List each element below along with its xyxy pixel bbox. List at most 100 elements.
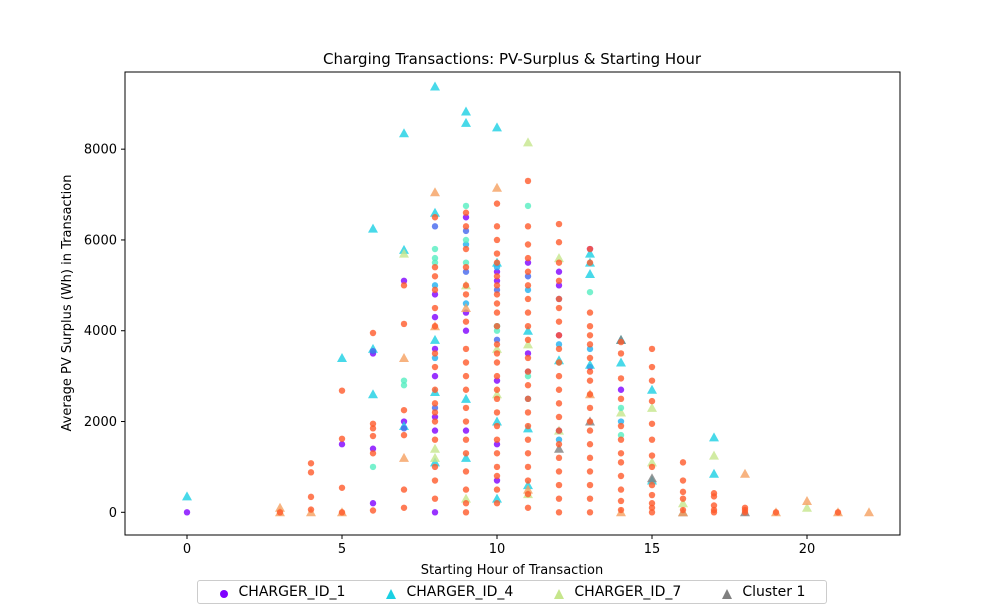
data-point bbox=[555, 277, 563, 285]
data-point bbox=[555, 436, 563, 443]
data-point bbox=[462, 372, 470, 380]
data-point bbox=[276, 509, 284, 516]
data-point bbox=[400, 431, 408, 439]
data-point bbox=[555, 332, 563, 339]
data-point bbox=[430, 452, 440, 462]
y-tick-label: 8000 bbox=[84, 143, 117, 158]
y-tick-label: 4000 bbox=[84, 324, 117, 339]
data-point bbox=[431, 400, 439, 407]
legend-label: Cluster 1 bbox=[742, 584, 806, 600]
data-point bbox=[462, 202, 470, 210]
data-point bbox=[430, 443, 440, 453]
data-point bbox=[431, 259, 439, 266]
data-point bbox=[617, 506, 625, 514]
data-point bbox=[524, 295, 532, 303]
data-point bbox=[555, 495, 563, 502]
data-point bbox=[462, 509, 470, 516]
x-tick-label: 10 bbox=[489, 542, 506, 557]
data-point bbox=[555, 239, 563, 246]
data-point bbox=[555, 481, 563, 489]
data-point bbox=[741, 509, 749, 516]
data-point bbox=[710, 493, 718, 500]
data-point bbox=[555, 468, 563, 475]
data-point bbox=[586, 259, 594, 266]
data-point bbox=[431, 363, 439, 371]
data-point bbox=[679, 506, 687, 514]
data-point bbox=[648, 463, 656, 471]
data-point bbox=[524, 354, 532, 362]
data-point bbox=[648, 509, 656, 516]
data-point bbox=[369, 450, 377, 457]
data-point bbox=[461, 393, 471, 403]
data-point bbox=[524, 463, 532, 471]
data-point bbox=[399, 352, 409, 362]
data-point bbox=[430, 207, 440, 217]
data-point bbox=[369, 463, 377, 471]
data-point bbox=[307, 460, 315, 467]
data-point bbox=[678, 498, 688, 508]
data-point bbox=[555, 318, 563, 325]
data-point bbox=[431, 214, 439, 221]
data-point bbox=[524, 382, 532, 389]
data-point bbox=[493, 336, 501, 344]
data-point bbox=[492, 343, 502, 353]
data-point bbox=[648, 420, 656, 427]
data-point bbox=[369, 420, 377, 427]
data-point bbox=[617, 395, 625, 403]
x-tick-label: 5 bbox=[338, 542, 346, 557]
data-point bbox=[555, 359, 563, 366]
data-point bbox=[617, 486, 625, 493]
data-point bbox=[461, 106, 471, 116]
data-point bbox=[431, 350, 439, 357]
data-point bbox=[369, 347, 377, 355]
data-point bbox=[555, 454, 563, 462]
data-point bbox=[430, 187, 440, 197]
data-point bbox=[647, 402, 657, 412]
data-point bbox=[617, 404, 625, 412]
data-point bbox=[586, 309, 594, 316]
data-point bbox=[679, 459, 687, 466]
data-point bbox=[586, 454, 594, 462]
data-point bbox=[493, 291, 501, 298]
data-point bbox=[617, 418, 625, 425]
data-point bbox=[369, 425, 377, 432]
data-point bbox=[400, 282, 408, 289]
data-point bbox=[586, 495, 594, 502]
data-point bbox=[617, 450, 625, 457]
data-point bbox=[586, 468, 594, 475]
data-point bbox=[431, 282, 439, 289]
data-point bbox=[462, 282, 470, 289]
data-point bbox=[524, 350, 532, 357]
data-point bbox=[586, 332, 594, 339]
data-point bbox=[369, 445, 377, 452]
data-point bbox=[523, 480, 533, 490]
x-tick-label: 15 bbox=[644, 542, 661, 557]
data-point bbox=[493, 377, 501, 384]
data-point bbox=[679, 495, 687, 502]
data-point bbox=[524, 241, 532, 248]
data-point bbox=[493, 322, 501, 330]
data-point bbox=[462, 263, 470, 271]
data-point bbox=[617, 338, 625, 346]
data-point bbox=[647, 473, 657, 483]
data-point bbox=[524, 286, 532, 294]
data-point bbox=[431, 409, 439, 416]
data-point bbox=[492, 182, 502, 192]
legend: CHARGER_ID_1 CHARGER_ID_4 CHARGER_ID_7 C… bbox=[197, 580, 827, 604]
data-point bbox=[307, 506, 315, 513]
data-point bbox=[431, 291, 439, 298]
data-point bbox=[431, 263, 439, 271]
data-point bbox=[430, 334, 440, 344]
data-point bbox=[337, 352, 347, 362]
data-point bbox=[462, 227, 470, 235]
data-point bbox=[493, 486, 501, 493]
legend-marker-triangle bbox=[722, 587, 733, 599]
data-point bbox=[462, 468, 470, 475]
data-point bbox=[431, 372, 439, 380]
data-point bbox=[462, 209, 470, 216]
data-point bbox=[617, 431, 625, 439]
data-point bbox=[555, 413, 563, 421]
data-point bbox=[462, 291, 470, 298]
data-point bbox=[462, 427, 470, 434]
